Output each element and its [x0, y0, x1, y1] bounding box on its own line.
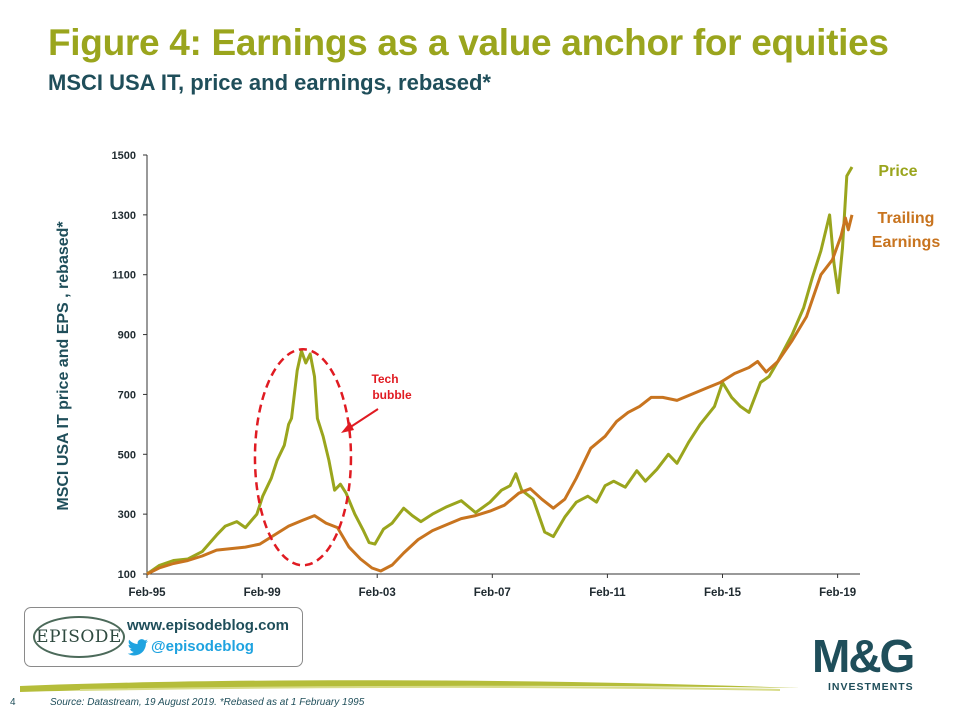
y-axis-label: MSCI USA IT price and EPS , rebased* [55, 221, 72, 511]
annotation-label-line1: Tech [371, 372, 398, 386]
x-tick-label: Feb-15 [704, 587, 742, 599]
x-tick-label: Feb-19 [819, 587, 856, 599]
x-tick-label: Feb-07 [474, 587, 511, 599]
mg-investments-logo: M&G INVESTMENTS [812, 633, 940, 699]
twitter-handle-link[interactable]: @episodeblog [151, 638, 254, 655]
x-tick-label: Feb-03 [359, 587, 396, 599]
tech-bubble-highlight-ellipse [253, 348, 353, 567]
y-tick-label: 500 [118, 449, 136, 461]
y-tick-label: 1500 [112, 150, 136, 162]
price-series-label: Price [878, 163, 917, 180]
x-tick-label: Feb-99 [244, 587, 281, 599]
earnings-series-line [146, 214, 854, 576]
mg-logo-mark: M&G [812, 633, 940, 679]
mg-logo-subtext: INVESTMENTS [828, 681, 914, 693]
earnings-series-label-line1: Trailing [878, 210, 935, 227]
episode-url-link[interactable]: www.episodeblog.com [127, 617, 289, 634]
mg-logo-text: M&G [812, 630, 915, 682]
annotation-label-line2: bubble [372, 388, 412, 402]
page-number: 4 [10, 697, 16, 708]
y-tick-label: 900 [118, 330, 136, 342]
x-tick-label: Feb-95 [128, 587, 166, 599]
y-tick-label: 700 [118, 389, 136, 401]
y-tick-label: 1300 [112, 210, 136, 222]
twitter-icon [127, 639, 148, 656]
episode-promo-box: EPISODE www.episodeblog.com @episodeblog [24, 607, 303, 667]
annotation-arrow-shaft [348, 408, 379, 429]
y-tick-label: 300 [118, 509, 136, 521]
chart-title: Figure 4: Earnings as a value anchor for… [48, 22, 889, 63]
y-tick-label: 100 [118, 569, 136, 581]
episode-logo: EPISODE [33, 616, 125, 658]
source-note: Source: Datastream, 19 August 2019. *Reb… [50, 697, 365, 708]
x-tick-label: Feb-11 [589, 587, 626, 599]
decorative-swoosh [20, 680, 800, 692]
y-tick-label: 1100 [112, 270, 136, 282]
earnings-series-label-line2: Earnings [872, 234, 941, 251]
annotation-arrow-head [341, 422, 354, 433]
chart-subtitle: MSCI USA IT, price and earnings, rebased… [48, 70, 491, 95]
price-series-line [146, 166, 854, 576]
episode-logo-text: EPISODE [36, 627, 122, 647]
